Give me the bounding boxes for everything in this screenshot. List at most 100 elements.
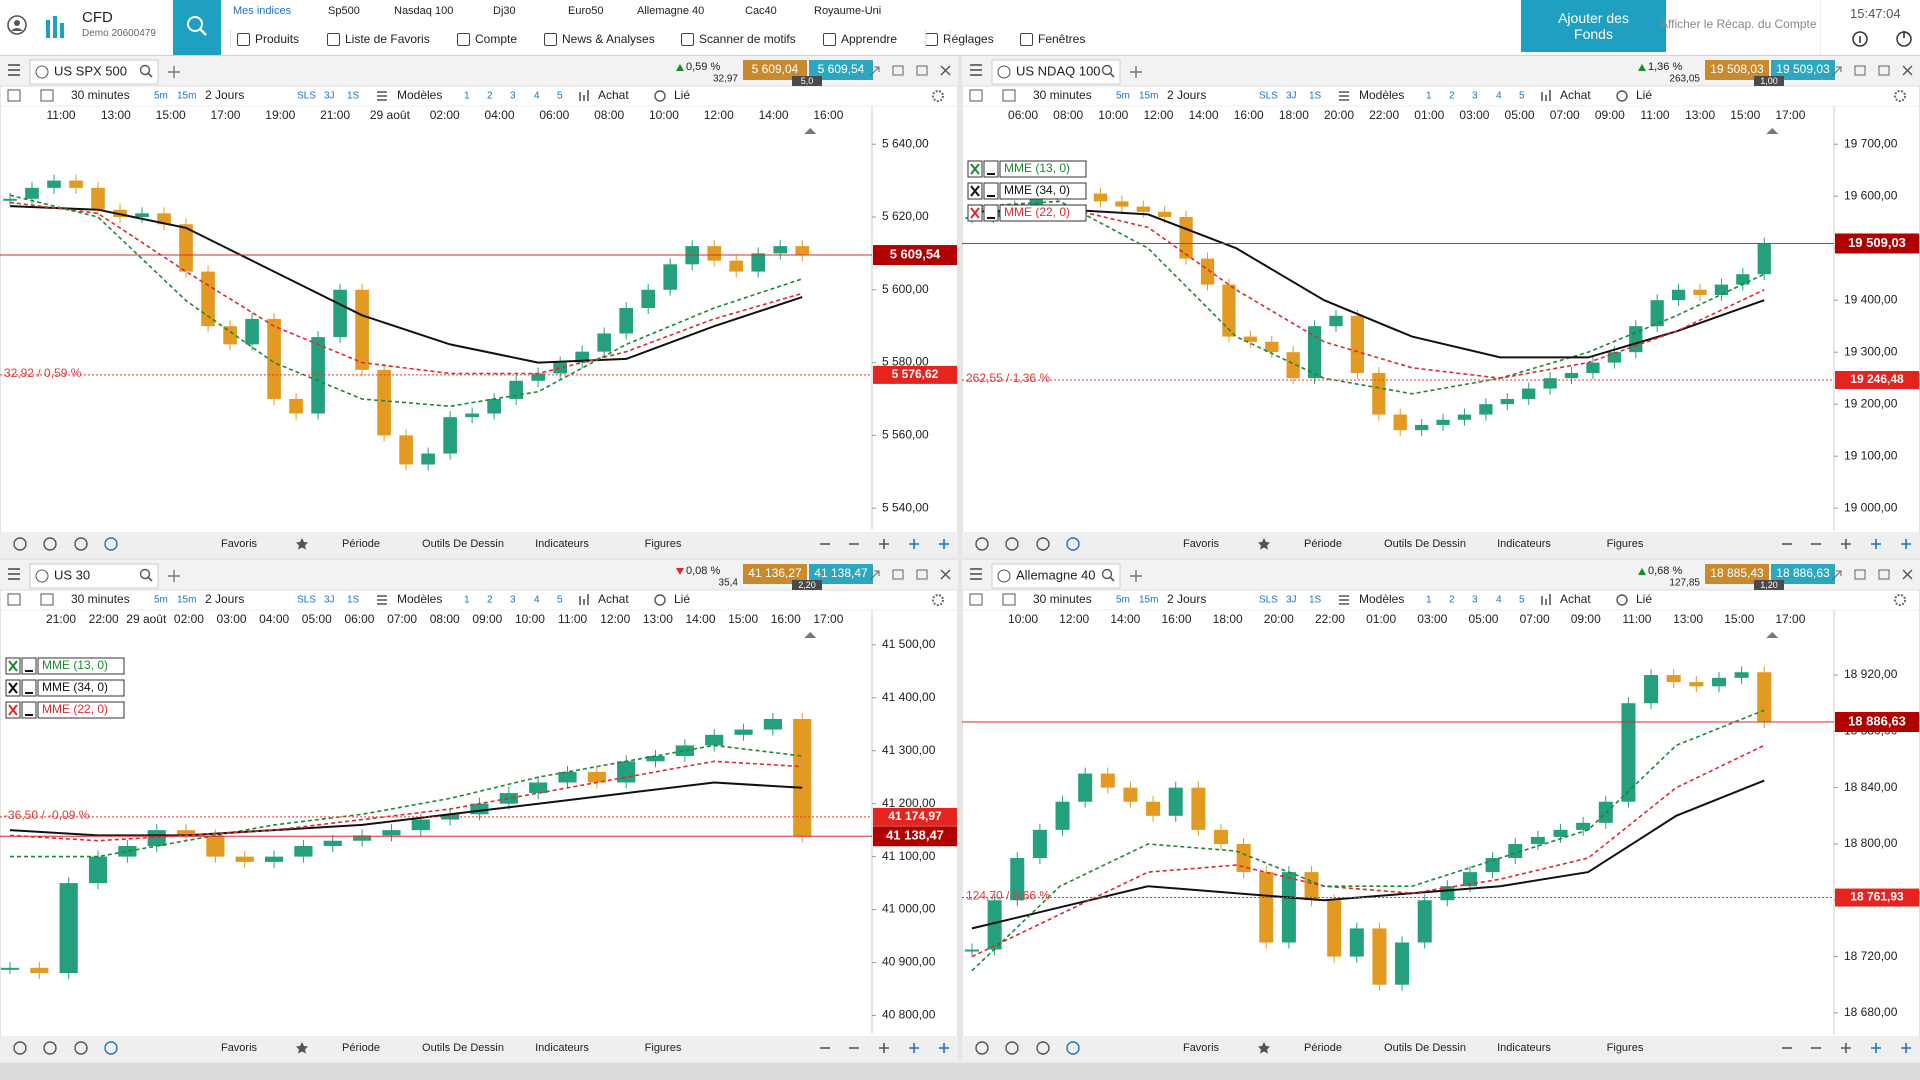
tool-icon[interactable] <box>104 537 118 551</box>
chart-tab[interactable] <box>991 59 1121 85</box>
zoom-icon[interactable] <box>879 539 889 549</box>
toolbar-item[interactable]: 4 <box>1496 91 1502 102</box>
bottom-menu[interactable]: Période <box>342 1042 380 1054</box>
settings-icon[interactable] <box>1894 594 1906 606</box>
toolbar-item[interactable]: 2 <box>487 91 493 102</box>
bid-button[interactable] <box>1705 564 1769 584</box>
bottom-menu[interactable]: Outils De Dessin <box>1384 1042 1466 1054</box>
toolbar-item[interactable]: 5m <box>1116 595 1130 606</box>
toolbar-item[interactable]: 5 <box>557 595 563 606</box>
window-icon[interactable] <box>1854 65 1866 76</box>
toolbar-item[interactable]: 5 <box>1519 91 1525 102</box>
zoom-icon[interactable] <box>939 1043 949 1053</box>
bid-button[interactable] <box>1705 60 1769 80</box>
toolbar-item[interactable]: 3J <box>1286 595 1297 606</box>
toolbar-item[interactable]: 15m <box>1139 91 1158 102</box>
bottom-menu[interactable]: Figures <box>1607 538 1644 550</box>
toolbar-item[interactable]: Lié <box>674 88 690 102</box>
toolbar-item[interactable]: Achat <box>598 88 629 102</box>
account-recap-link[interactable]: Afficher le Récap. du Compte <box>1660 17 1817 31</box>
add-funds-button[interactable]: Ajouter des Fonds <box>1521 0 1666 52</box>
close-icon[interactable] <box>1902 65 1913 76</box>
toolbar-item[interactable]: 5m <box>154 595 168 606</box>
add-tab[interactable] <box>168 570 180 582</box>
bottom-menu[interactable]: Figures <box>645 538 682 550</box>
bottom-menu[interactable]: Outils De Dessin <box>422 1042 504 1054</box>
expand-icon[interactable] <box>869 66 880 77</box>
tool-icon[interactable] <box>1036 1041 1050 1055</box>
toolbar-item[interactable]: 2 Jours <box>1167 88 1206 102</box>
window-icon[interactable] <box>1878 65 1890 76</box>
bottom-menu[interactable]: Indicateurs <box>1497 1042 1551 1054</box>
toolbar-item[interactable]: 30 minutes <box>71 592 130 606</box>
zoom-icon[interactable] <box>1841 539 1851 549</box>
tool-icon[interactable] <box>975 537 989 551</box>
toolbar-item[interactable]: 3 <box>510 91 516 102</box>
toolbar-item[interactable]: Lié <box>1636 88 1652 102</box>
search-button[interactable] <box>173 0 221 55</box>
zoom-icon[interactable] <box>909 1043 919 1053</box>
zoom-icon[interactable] <box>909 539 919 549</box>
toolbar-item[interactable]: 3 <box>1472 91 1478 102</box>
menu-item[interactable]: Scanner de motifs <box>699 32 796 46</box>
bottom-menu[interactable]: Outils De Dessin <box>1384 538 1466 550</box>
toolbar-item[interactable]: SLS <box>1259 91 1278 102</box>
zoom-icon[interactable] <box>1871 1043 1881 1053</box>
menu-item[interactable]: Produits <box>255 32 300 46</box>
bottom-menu[interactable]: Période <box>1304 538 1342 550</box>
zoom-icon[interactable] <box>1901 539 1911 549</box>
toolbar-item[interactable]: SLS <box>297 595 316 606</box>
market-link[interactable]: Nasdaq 100 <box>394 5 454 17</box>
toolbar-item[interactable]: 15m <box>177 91 196 102</box>
toolbar-item[interactable]: 3 <box>510 595 516 606</box>
zoom-icon[interactable] <box>939 539 949 549</box>
bottom-menu[interactable]: Favoris <box>1183 1042 1220 1054</box>
chart-tab[interactable] <box>991 563 1121 589</box>
toolbar-item[interactable]: 1 <box>1426 595 1432 606</box>
bottom-menu[interactable]: Outils De Dessin <box>422 538 504 550</box>
window-icon[interactable] <box>892 65 904 76</box>
toolbar-item[interactable]: 15m <box>177 595 196 606</box>
tool-icon[interactable] <box>13 537 27 551</box>
menu-item[interactable]: Apprendre <box>841 32 898 46</box>
market-link[interactable]: Cac40 <box>745 5 777 17</box>
market-link[interactable]: Euro50 <box>568 5 604 17</box>
bottom-menu[interactable]: Favoris <box>221 538 258 550</box>
toolbar-item[interactable]: SLS <box>1259 595 1278 606</box>
chart-tab[interactable] <box>29 59 159 85</box>
toolbar-item[interactable]: Lié <box>674 592 690 606</box>
toolbar-item[interactable]: 15m <box>1139 595 1158 606</box>
menu-item[interactable]: Fenêtres <box>1038 32 1086 46</box>
toolbar-item[interactable]: 3J <box>1286 91 1297 102</box>
bottom-menu[interactable]: Figures <box>1607 1042 1644 1054</box>
toolbar-item[interactable]: 5m <box>154 91 168 102</box>
toolbar-item[interactable]: 2 Jours <box>1167 592 1206 606</box>
toolbar-item[interactable]: 4 <box>534 595 540 606</box>
market-link[interactable]: Dj30 <box>493 5 516 17</box>
market-link[interactable]: Sp500 <box>328 5 360 17</box>
toolbar-item[interactable]: Modèles <box>397 88 442 102</box>
tool-icon[interactable] <box>1005 537 1019 551</box>
settings-icon[interactable] <box>932 594 944 606</box>
zoom-icon[interactable] <box>1871 539 1881 549</box>
expand-icon[interactable] <box>1831 66 1842 77</box>
tool-icon[interactable] <box>1066 537 1080 551</box>
toolbar-item[interactable]: Achat <box>1560 88 1591 102</box>
toolbar-item[interactable]: 5m <box>1116 91 1130 102</box>
menu-item[interactable]: Liste de Favoris <box>345 32 430 46</box>
toolbar-item[interactable]: 2 Jours <box>205 592 244 606</box>
settings-icon[interactable] <box>932 90 944 102</box>
tool-icon[interactable] <box>74 537 88 551</box>
toolbar-item[interactable]: Lié <box>1636 592 1652 606</box>
market-link[interactable]: Royaume-Uni <box>814 5 882 17</box>
settings-icon[interactable] <box>1894 90 1906 102</box>
zoom-icon[interactable] <box>879 1043 889 1053</box>
toolbar-item[interactable]: 1 <box>464 595 470 606</box>
bottom-menu[interactable]: Favoris <box>1183 538 1220 550</box>
toolbar-item[interactable]: Modèles <box>397 592 442 606</box>
market-link[interactable]: Mes indices <box>233 5 292 17</box>
user-icon[interactable] <box>6 14 28 36</box>
expand-icon[interactable] <box>869 570 880 581</box>
menu-item[interactable]: News & Analyses <box>562 32 655 46</box>
tool-icon[interactable] <box>104 1041 118 1055</box>
